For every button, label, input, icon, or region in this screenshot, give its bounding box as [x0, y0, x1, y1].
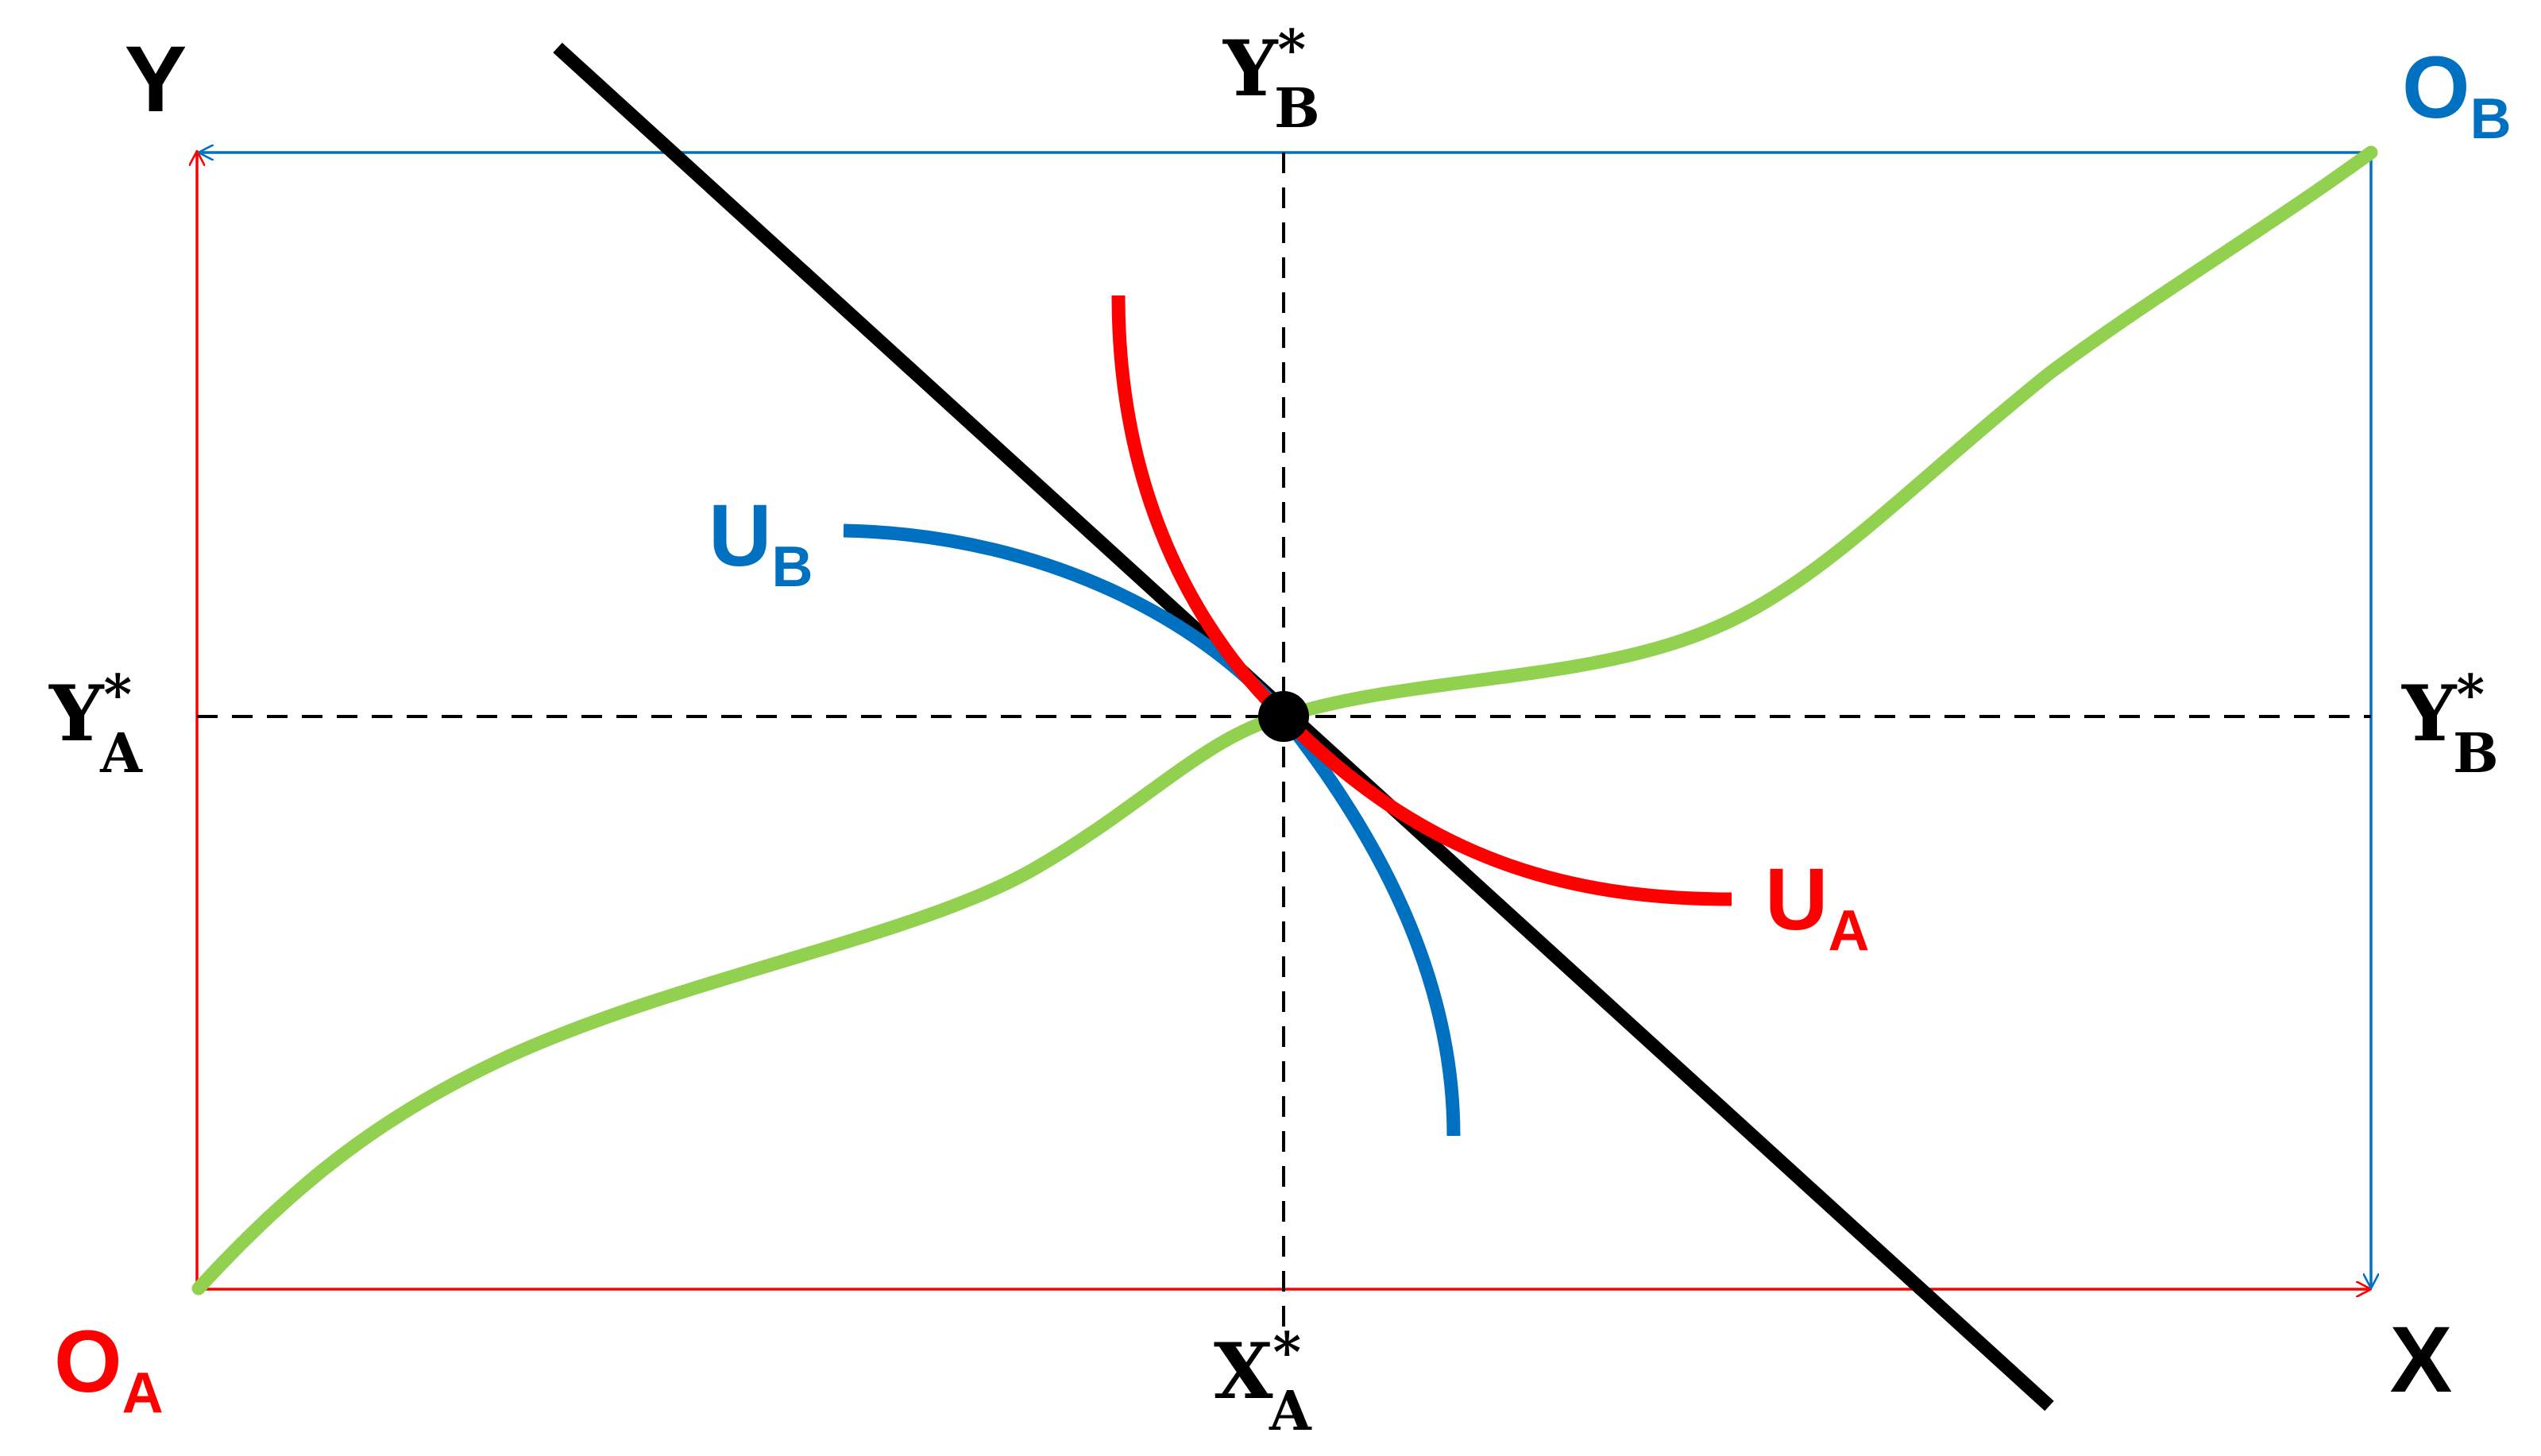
- equilibrium-point: [1258, 691, 1309, 742]
- u-a-indifference-curve: [1111, 295, 1732, 906]
- origin-b-label: OB: [2402, 39, 2512, 151]
- y-b-star-right-label: Y* B: [2401, 663, 2499, 786]
- u-a-label: UA: [1765, 851, 1869, 963]
- x-axis-label: X: [2390, 1307, 2453, 1412]
- origin-a-label: OA: [54, 1313, 164, 1425]
- y-axis-label: Y: [125, 27, 187, 132]
- u-b-indifference-curve: [843, 523, 1461, 1137]
- x-a-star-label: X* A: [1214, 1321, 1312, 1443]
- y-b-star-top-label: Y* B: [1222, 18, 1320, 141]
- u-b-label: UB: [709, 487, 813, 599]
- y-a-star-label: Y* A: [48, 663, 143, 786]
